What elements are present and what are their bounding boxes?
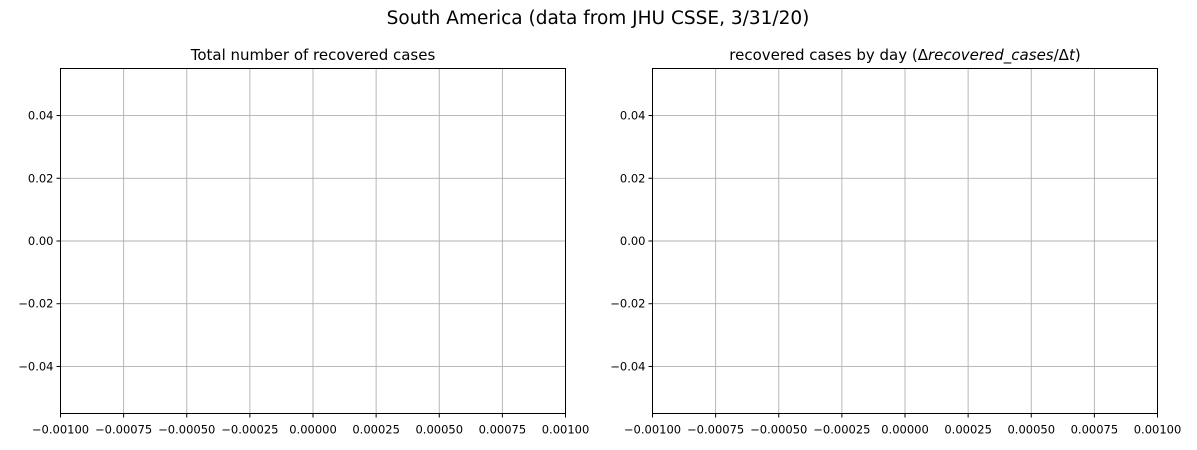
total-y-tick-label: 0.00 — [28, 234, 54, 248]
daily-grid — [652, 68, 1158, 414]
total-x-tick-label: 0.00025 — [352, 423, 400, 437]
title-plain: recovered cases by day — [729, 46, 912, 64]
daily-x-tick-label: −0.00075 — [687, 423, 744, 437]
title-slash: / — [1054, 46, 1060, 64]
daily-y-tick-label: 0.04 — [620, 109, 646, 123]
daily-x-tick-label: 0.00050 — [1007, 423, 1055, 437]
axes-recovered-by-day: recovered cases by day (Δrecovered_cases… — [610, 46, 1181, 437]
total-x-tick-label: 0.00050 — [415, 423, 463, 437]
axes-title-total-recovered: Total number of recovered cases — [190, 46, 436, 64]
title-paren-open: ( — [912, 46, 918, 64]
total-x-tick-label: −0.00025 — [221, 423, 278, 437]
daily-y-tick-label: −0.04 — [610, 359, 645, 373]
title-delta-2: Δ — [1059, 46, 1070, 64]
total-x-tick-label: 0.00075 — [479, 423, 527, 437]
total-grid — [60, 68, 566, 414]
total-x-tick-label: 0.00100 — [542, 423, 590, 437]
total-x-tick-label: −0.00050 — [158, 423, 215, 437]
total-y-tick-label: 0.04 — [28, 109, 54, 123]
daily-x-tick-label: 0.00100 — [1134, 423, 1182, 437]
daily-y-tick-label: −0.02 — [610, 297, 645, 311]
total-y-tick-label: −0.04 — [18, 359, 53, 373]
daily-x-tick-label: 0.00075 — [1071, 423, 1119, 437]
title-delta-1: Δ — [918, 46, 929, 64]
daily-x-tick-label: 0.00000 — [881, 423, 929, 437]
total-y-tick-label: 0.02 — [28, 171, 54, 185]
total-x-tick-label: −0.00075 — [95, 423, 152, 437]
daily-y-tick-label: 0.00 — [620, 234, 646, 248]
total-x-tick-label: −0.00100 — [32, 423, 89, 437]
title-var-t: t — [1069, 46, 1076, 64]
title-var-recovered-cases: recovered_cases — [928, 46, 1054, 65]
title-paren-close: ) — [1075, 46, 1081, 64]
daily-x-tick-label: −0.00100 — [624, 423, 681, 437]
figure-suptitle: South America (data from JHU CSSE, 3/31/… — [387, 8, 810, 29]
axes-total-recovered: Total number of recovered cases −0.00100… — [18, 46, 589, 437]
total-x-tick-label: 0.00000 — [289, 423, 337, 437]
daily-x-tick-label: −0.00050 — [750, 423, 807, 437]
total-y-tick-label: −0.02 — [18, 297, 53, 311]
daily-x-tick-label: −0.00025 — [813, 423, 870, 437]
axes-title-recovered-by-day: recovered cases by day (Δrecovered_cases… — [729, 46, 1080, 65]
daily-x-tick-label: 0.00025 — [944, 423, 992, 437]
daily-y-tick-label: 0.02 — [620, 171, 646, 185]
